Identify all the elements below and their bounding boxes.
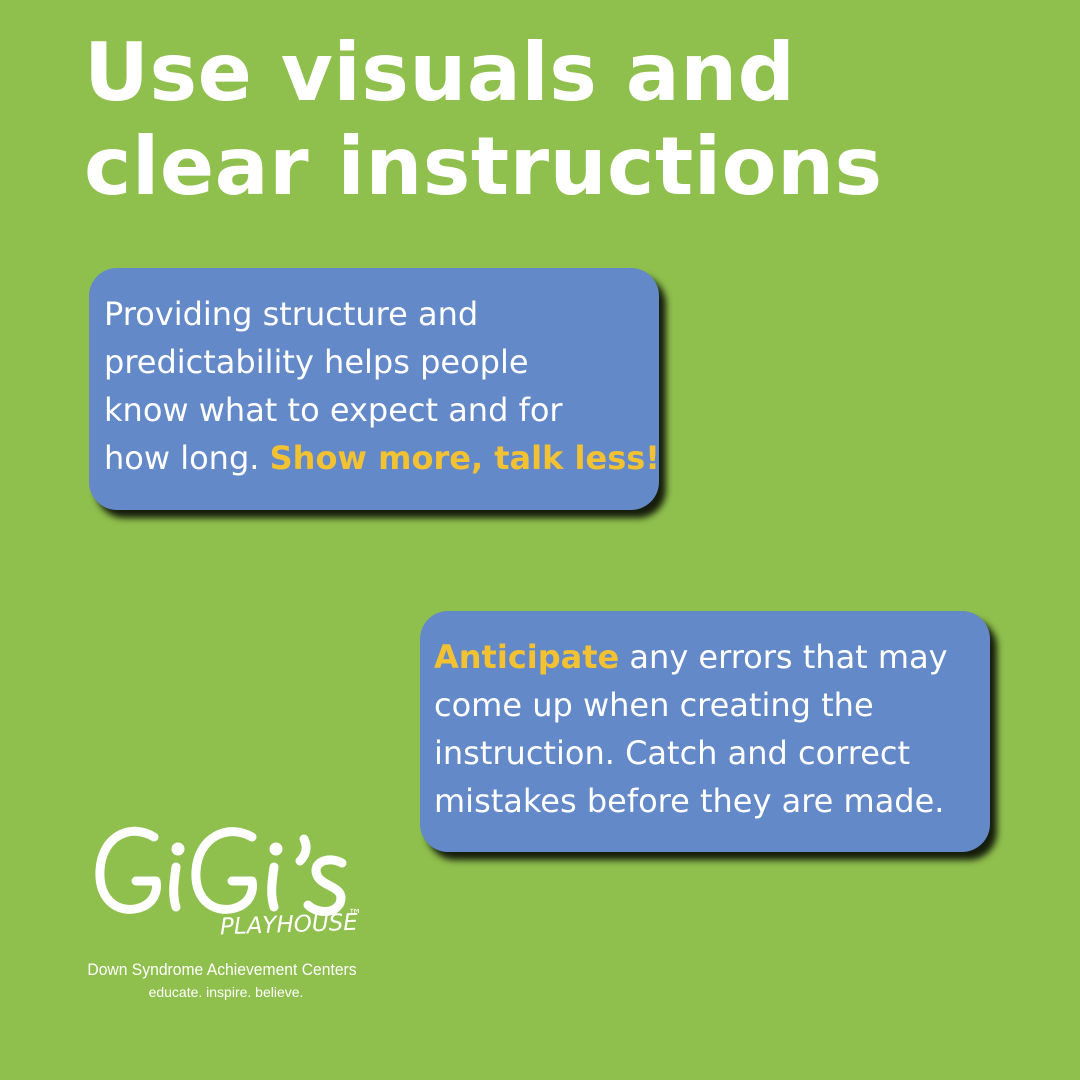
- title-line-1: Use visuals and: [84, 26, 796, 119]
- card-1-line-4: how long. Show more, talk less!: [104, 434, 660, 482]
- card-2-line-2: come up when creating the: [434, 686, 874, 724]
- card-1-line-3: know what to expect and for: [104, 391, 563, 429]
- card-2-line-1-text: any errors that may: [619, 638, 948, 676]
- card-1-line-2: predictability helps people: [104, 343, 529, 381]
- card-2-line-1: Anticipate any errors that may: [434, 633, 980, 681]
- card-2-line-3: instruction. Catch and correct: [434, 734, 911, 772]
- card-1-line-1: Providing structure and: [104, 295, 479, 333]
- card-1-line-4-text: how long.: [104, 439, 270, 477]
- anticipate-highlight: Anticipate: [434, 638, 620, 676]
- title-line-2: clear instructions: [84, 120, 883, 213]
- anticipate-tip-card: Anticipate any errors that may come up w…: [420, 611, 990, 852]
- logo-tagline: Down Syndrome Achievement Centers: [87, 961, 357, 979]
- playhouse-wordmark: PLAYHOUSE: [219, 909, 359, 941]
- logo-motto: educate. inspire. believe.: [148, 984, 304, 1000]
- trademark-symbol: ™: [348, 907, 362, 923]
- gigis-playhouse-logo: PLAYHOUSE ™ Down Syndrome Achievement Ce…: [70, 815, 390, 1015]
- gigis-wordmark-logo: [95, 826, 347, 916]
- card-2-line-4: mistakes before they are made.: [434, 782, 945, 820]
- show-more-highlight: Show more, talk less!: [269, 439, 660, 477]
- structure-tip-card: Providing structure and predictability h…: [89, 268, 660, 510]
- slide-title: Use visuals and clear instructions: [84, 26, 883, 214]
